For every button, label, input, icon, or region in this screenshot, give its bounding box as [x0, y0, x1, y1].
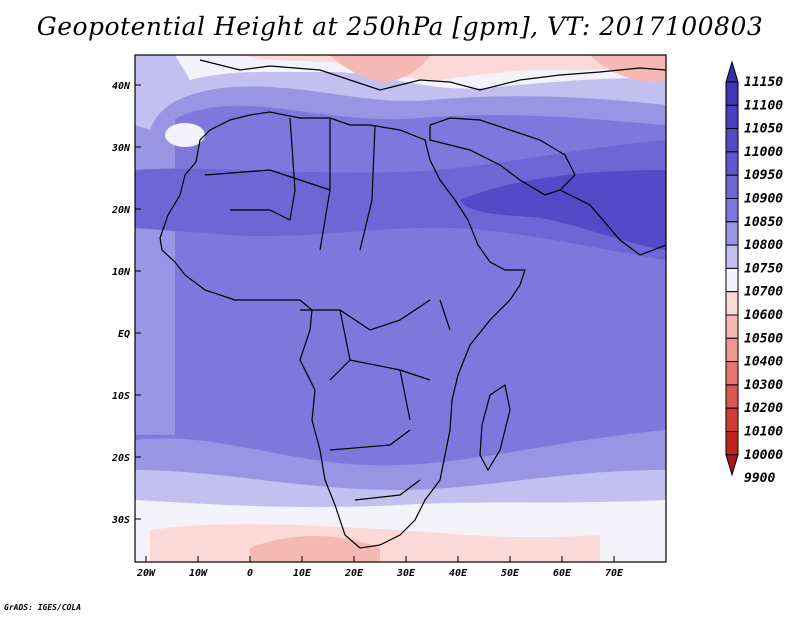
colorbar-box	[725, 314, 739, 339]
lon-label: 20W	[136, 568, 156, 579]
colorbar-label: 10750	[744, 261, 783, 276]
lat-label: EQ	[118, 329, 130, 340]
colorbar-box	[725, 104, 739, 130]
colorbar-label: 10850	[744, 215, 783, 230]
lon-label: 0	[247, 568, 253, 579]
colorbar-label: 11150	[744, 75, 783, 90]
colorbar-label: 10100	[744, 425, 783, 440]
colorbar-label: 10950	[744, 168, 783, 183]
latitude-axis: 40N 30N 20N 10N EQ 10S 20S 30S	[111, 81, 141, 526]
lat-label: 10S	[112, 391, 130, 402]
colorbar-box	[725, 407, 739, 433]
colorbar-box	[725, 337, 739, 363]
lat-label: 20S	[111, 453, 130, 464]
colorbar-label: 10200	[744, 401, 783, 416]
colorbar-label: 11050	[744, 122, 783, 137]
colorbar-label: 10500	[744, 331, 783, 346]
colorbar-box	[725, 291, 739, 316]
colorbar-box	[725, 198, 739, 223]
lat-label: 40N	[112, 81, 131, 92]
colorbar-box	[725, 174, 739, 199]
lat-label: 20N	[111, 205, 131, 216]
lon-label: 10W	[189, 568, 208, 579]
colorbar: 11150 11100 11050 11000 10950 10900 10850 10800…	[725, 60, 783, 486]
colorbar-box	[725, 267, 739, 293]
colorbar-box	[725, 151, 739, 176]
coastlines	[159, 59, 666, 549]
lon-label: 40E	[449, 568, 468, 579]
colorbar-label: 10400	[744, 355, 783, 370]
colorbar-box	[725, 81, 739, 106]
colorbar-box	[725, 221, 739, 246]
colorbar-box	[725, 361, 739, 386]
colorbar-label: 11100	[744, 98, 783, 113]
colorbar-min-arrow	[725, 454, 739, 477]
lon-label: 20E	[344, 568, 364, 579]
lon-label: 60E	[553, 568, 572, 579]
colorbar-box	[725, 244, 739, 269]
map-title: Geopotential Height at 250hPa [gpm], VT:…	[36, 12, 764, 41]
colorbar-label: 10800	[744, 238, 783, 253]
colorbar-label: 10700	[744, 285, 783, 300]
colorbar-label: 9900	[744, 471, 775, 486]
plot-frame	[134, 54, 667, 563]
lat-label: 30S	[111, 515, 130, 526]
colorbar-box	[725, 431, 739, 456]
colorbar-label: 10000	[744, 448, 783, 463]
lon-label: 30E	[396, 568, 416, 579]
lat-label: 10N	[112, 267, 131, 278]
colorbar-label: 10900	[744, 192, 783, 207]
lon-label: 70E	[605, 568, 624, 579]
colorbar-label: 10300	[744, 378, 783, 393]
height-field	[135, 55, 666, 562]
colorbar-label: 10600	[744, 308, 783, 323]
colorbar-label: 11000	[744, 145, 783, 160]
longitude-axis: 20W 10W 0 10E 20E 30E 40E 50E 60E 70E	[136, 556, 624, 579]
lon-label: 50E	[501, 568, 520, 579]
lat-label: 30N	[111, 143, 131, 154]
colorbar-box	[725, 128, 739, 153]
colorbar-box	[725, 384, 739, 409]
grads-credit: GrADS: IGES/COLA	[4, 603, 82, 612]
lon-label: 10E	[293, 568, 312, 579]
colorbar-max-arrow	[725, 60, 739, 83]
